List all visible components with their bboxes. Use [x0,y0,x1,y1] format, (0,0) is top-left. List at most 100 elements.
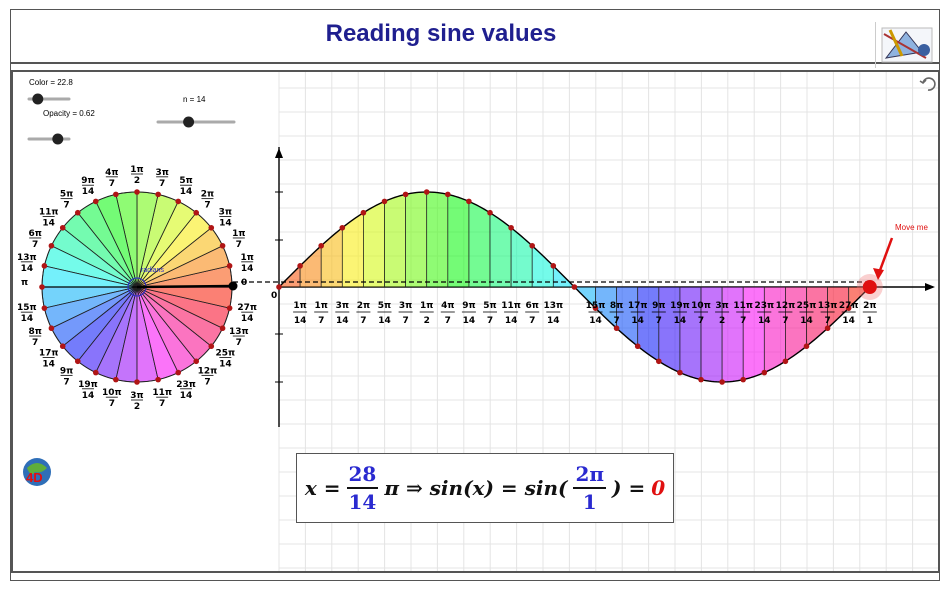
svg-text:10π: 10π [691,301,711,311]
wave-point [487,209,493,216]
svg-text:7: 7 [782,316,788,326]
slider-2[interactable]: n = 14 [156,95,236,128]
svg-text:7: 7 [159,399,165,409]
svg-text:6π: 6π [526,301,539,311]
svg-text:7: 7 [529,316,535,326]
geogebra-applet[interactable]: Color = 22.8 Opacity = 0.62 n = 14 1π 14 1π 7… [11,70,940,573]
origin-label: 0 [271,291,277,301]
svg-text:5π: 5π [60,190,73,200]
move-me-point[interactable] [862,280,877,294]
svg-text:7: 7 [109,399,115,409]
svg-text:7: 7 [63,201,69,211]
svg-text:14: 14 [505,316,518,326]
svg-text:1π: 1π [240,253,253,263]
slider-panel[interactable]: Color = 22.8 Opacity = 0.62 n = 14 [27,78,236,145]
svg-text:13π: 13π [229,327,249,337]
wheel-point [113,191,119,198]
header: Reading sine values [11,10,939,68]
svg-text:19π: 19π [670,301,690,311]
slider-knob[interactable] [183,116,195,128]
svg-text:14: 14 [336,316,349,326]
svg-text:14: 14 [180,187,193,197]
formula-fraction-1: 28 14 [346,464,379,512]
svg-text:14: 14 [219,219,232,229]
slider-knob[interactable] [52,133,64,145]
x-tick-label: 25π 14 [797,301,817,326]
move-me-label: Move me [895,223,928,232]
svg-text:9π: 9π [60,366,73,376]
svg-text:13π: 13π [17,253,37,263]
svg-text:14: 14 [631,316,644,326]
slider-knob[interactable] [32,93,44,105]
circle-angle-label: 3π2 [130,391,143,412]
svg-text:1π: 1π [315,301,328,311]
page-title: Reading sine values [325,20,557,47]
wave-point [698,376,704,383]
wave-strip [384,193,406,288]
wave-point [423,189,430,195]
circle-angle-label: 3π7 [155,168,168,189]
svg-text:14: 14 [241,264,254,274]
x-tick-label: 13π 14 [543,301,563,326]
slider-1[interactable]: Opacity = 0.62 [27,109,95,145]
svg-text:19π: 19π [78,380,98,390]
svg-text:12π: 12π [776,301,796,311]
wave-point [613,325,620,332]
wheel-handle[interactable] [228,281,238,291]
svg-text:7: 7 [32,338,38,348]
svg-text:2π: 2π [863,301,876,311]
svg-text:8π: 8π [610,301,623,311]
svg-text:7: 7 [487,316,493,326]
x-tick-label: 11π 7 [733,301,753,326]
circle-angle-labels: 1π141π73π142π75π143π71π24π79π145π711π146… [17,165,257,412]
svg-text:11π: 11π [501,301,521,311]
svg-text:17π: 17π [628,301,648,311]
svg-text:4π: 4π [441,301,454,311]
x-tick-label: 9π 7 [651,301,666,326]
svg-text:9π: 9π [81,176,94,186]
svg-text:1π: 1π [232,229,245,239]
svg-text:Opacity = 0.62: Opacity = 0.62 [43,109,95,118]
svg-text:11π: 11π [152,388,172,398]
svg-text:27π: 27π [839,301,859,311]
wheel-point [113,376,119,383]
svg-text:5π: 5π [179,176,192,186]
wheel-point [219,325,226,332]
wheel-point [74,358,81,365]
formula-num2: 2π [573,464,607,489]
svg-text:7: 7 [236,338,242,348]
wave-strip [426,191,449,288]
wheel-point [92,369,99,376]
slider-0[interactable]: Color = 22.8 [27,78,73,105]
wheel-point [226,263,233,269]
wheel-point [134,379,140,385]
svg-text:14: 14 [241,314,254,324]
app-badge-icon: 4D [23,458,51,486]
wave-point [360,209,367,216]
wheel-point [39,284,45,290]
svg-text:3π: 3π [219,208,232,218]
wheel-point [48,242,55,249]
svg-text:2π: 2π [357,301,370,311]
svg-text:3π: 3π [715,301,728,311]
svg-text:14: 14 [674,316,687,326]
x-tick-label: 13π 7 [818,301,838,326]
wheel-point [92,198,99,205]
reset-icon[interactable] [919,77,936,91]
svg-text:7: 7 [32,240,38,250]
x-tick-label: 3π 2 [715,301,730,326]
svg-text:7: 7 [445,316,451,326]
svg-text:4D: 4D [26,470,43,485]
circle-angle-label: 9π7 [60,366,73,387]
wave-strip [363,200,385,288]
x-tick-label: 5π 7 [483,301,497,326]
wave-strip [341,212,364,288]
x-axis-tick-labels: 1π 14 1π 7 3π 14 2π 7 5π 14 3π 7 1π 2 4π 7 9π 14 5π 7 11π 14 6… [293,301,877,326]
circle-angle-label: 1π7 [232,229,245,250]
svg-text:7: 7 [824,316,830,326]
x-tick-label: 27π 14 [839,301,859,326]
wave-point [508,224,514,231]
